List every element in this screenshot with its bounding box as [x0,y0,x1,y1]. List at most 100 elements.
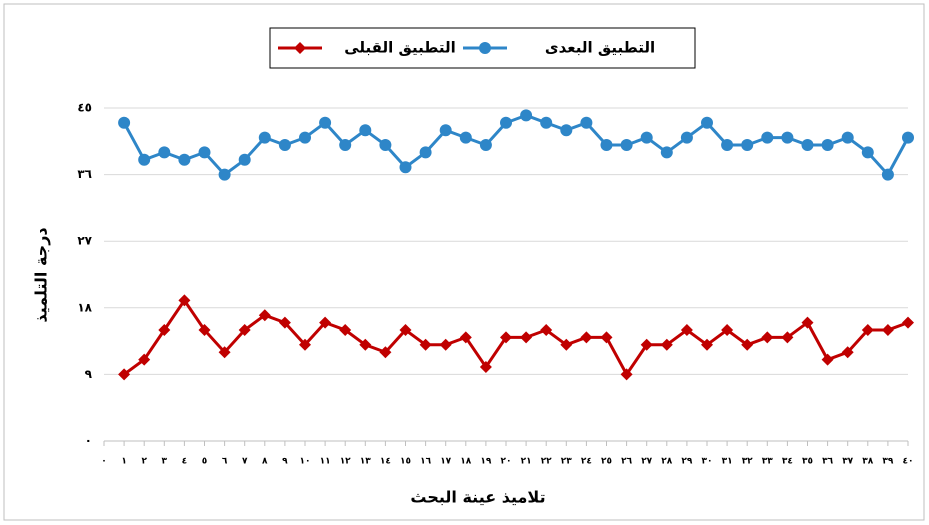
x-tick-label: ١٧ [440,457,451,467]
x-tick-label: ١٠ [300,457,311,467]
x-tick-label: ٢٤ [581,457,592,467]
y-tick-label: ٠ [85,434,92,448]
data-point [680,324,693,336]
legend-marker [479,42,491,54]
x-tick-label: ٣٧ [842,457,853,467]
data-point [278,316,291,329]
x-tick-label: ٨ [262,457,268,467]
data-point [540,324,553,336]
data-point [560,124,573,137]
data-point [319,116,332,129]
x-tick-label: ٣٦ [822,457,833,467]
data-point [379,346,392,359]
data-point [138,353,151,366]
data-point [439,124,452,137]
data-point [781,331,794,344]
series-line [123,297,909,378]
data-point [701,338,713,351]
x-tick-label: ٢ [141,457,147,467]
data-point [278,139,291,151]
data-point [861,146,874,159]
legend-label: التطبيق القبلى [344,39,456,57]
data-point [600,139,613,151]
data-point [198,146,211,159]
data-point [359,338,372,351]
data-point [299,131,311,144]
x-tick-label: ٢١ [521,457,532,467]
data-point [138,153,151,166]
data-point [801,139,814,151]
x-tick-label: ٤ [182,457,188,467]
data-point [258,309,271,322]
data-point [560,338,573,351]
x-tick-label: ٣٨ [862,457,873,467]
data-point [620,368,633,381]
y-tick-label: ٩ [85,367,93,381]
series-line [122,113,910,178]
data-point [218,168,231,181]
x-tick-label: ١ [121,457,127,467]
data-point [821,353,834,366]
data-point [118,368,131,381]
x-tick-label: ٢٢ [541,457,552,467]
data-point [399,161,412,174]
x-axis-title: تلاميذ عينة البحث [410,488,545,507]
y-tick-label: ٣٦ [77,167,92,181]
data-point [540,116,553,129]
data-point [178,294,191,307]
data-point [821,139,834,151]
data-point [640,338,653,351]
data-point [459,131,472,144]
data-point [640,131,653,144]
data-point [881,168,894,181]
chart-frame [3,3,925,521]
data-point [520,109,533,122]
data-point [841,346,854,359]
legend-label: التطبيق البعدى [545,39,655,57]
data-point [660,338,673,351]
data-point [379,139,392,151]
x-tick-label: ١٨ [460,457,471,467]
x-tick-label: ٣٠ [702,457,713,467]
data-point [761,331,774,344]
data-point [861,324,874,336]
x-tick-label: ١٥ [400,457,411,467]
x-tick-label: ١٢ [340,457,351,467]
x-tick-label: ٢٦ [621,457,632,467]
data-point [479,139,492,151]
x-tick-label: ٢٠ [501,457,512,467]
data-point [319,316,332,329]
x-tick-label: ٣١ [722,457,733,467]
data-point [419,338,432,351]
data-point [339,324,352,336]
data-point [600,331,613,344]
x-tick-label: ٣٤ [782,457,793,467]
x-tick-label: ٣٥ [802,457,813,467]
data-point [198,324,211,336]
data-point [701,116,713,129]
data-point [881,324,894,336]
data-point [258,131,271,144]
data-point [459,331,472,344]
data-point [500,331,512,344]
x-tick-label: ٣٣ [762,457,773,467]
data-point [741,338,754,351]
data-point [238,153,251,166]
x-tick-label: ٠ [101,457,107,467]
data-point [158,324,171,336]
data-point [339,139,352,151]
data-point [781,131,794,144]
data-point [580,331,593,344]
data-point [761,131,774,144]
data-point [118,116,131,129]
x-tick-label: ٢٩ [681,457,692,467]
data-point [399,324,412,336]
x-tick-label: ٣٢ [742,457,753,467]
data-point [680,131,693,144]
data-point [158,146,171,159]
data-point [741,139,754,151]
data-point [439,338,452,351]
x-tick-label: ٥ [202,457,208,467]
data-point [841,131,854,144]
